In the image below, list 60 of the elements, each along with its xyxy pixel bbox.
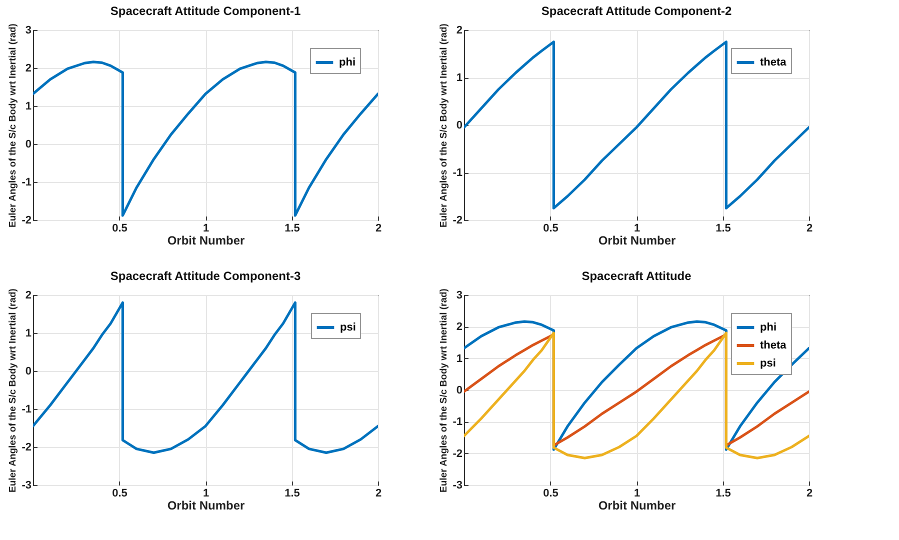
x-tick-label: 1: [634, 488, 640, 500]
y-tick-label: -2: [22, 214, 32, 226]
line-series: [464, 40, 809, 210]
x-tick-label: 2: [806, 488, 813, 500]
y-tick-label: -2: [452, 214, 462, 226]
legend-label: phi: [339, 56, 356, 68]
y-axis-title: Euler Angles of the S/c Body wrt Inertial (rad): [438, 288, 450, 492]
legend-label: psi: [760, 358, 776, 370]
y-tick-label: 3: [25, 24, 32, 36]
legend-label: theta: [760, 340, 788, 352]
line-series: [33, 301, 378, 454]
y-tick-label: 0: [456, 384, 462, 396]
x-tick-label: 0.5: [543, 488, 558, 500]
y-axis-title: Euler Angles of the S/c Body wrt Inertial (rad): [8, 288, 19, 492]
y-tick-label: 2: [456, 321, 462, 334]
legend-label: phi: [760, 322, 776, 334]
x-tick-label: 1.5: [284, 222, 300, 234]
chart-title: Spacecraft Attitude Component-3: [110, 268, 301, 283]
x-tick-label: 0.5: [112, 488, 128, 500]
y-tick-label: 1: [456, 72, 462, 84]
y-tick-label: 1: [25, 328, 32, 340]
y-tick-label: -3: [22, 480, 32, 492]
x-tick-label: 2: [375, 222, 382, 234]
x-tick-label: 1.5: [284, 488, 300, 500]
x-tick-label: 2: [375, 488, 382, 500]
y-tick-label: -1: [452, 167, 462, 179]
y-tick-label: 2: [456, 24, 462, 36]
legend-label: theta: [760, 56, 788, 68]
y-tick-label: 3: [456, 290, 462, 302]
x-axis-title: Orbit Number: [598, 498, 676, 512]
y-tick-label: 1: [456, 352, 462, 365]
y-tick-label: -2: [22, 442, 32, 454]
x-tick-label: 2: [806, 222, 813, 234]
x-tick-label: 1: [202, 488, 210, 500]
y-tick-label: 2: [25, 290, 32, 302]
y-tick-label: 0: [25, 138, 32, 150]
y-tick-label: -3: [452, 480, 462, 492]
y-tick-label: 0: [456, 120, 462, 132]
x-axis-title: Orbit Number: [598, 234, 676, 248]
chart-title: Spacecraft Attitude Component-2: [541, 4, 732, 18]
y-tick-label: -2: [452, 448, 462, 460]
x-tick-label: 1.5: [716, 488, 731, 500]
chart-title: Spacecraft Attitude: [582, 268, 692, 283]
chart-title: Spacecraft Attitude Component-1: [110, 4, 301, 18]
x-axis-title: Orbit Number: [167, 498, 245, 512]
y-tick-label: 1: [25, 100, 32, 112]
y-tick-label: -1: [452, 416, 462, 428]
x-tick-label: 1: [202, 222, 210, 234]
x-tick-label: 0.5: [112, 222, 128, 234]
y-axis-title: Euler Angles of the S/c Body wrt Inertial (rad): [438, 24, 450, 228]
y-tick-label: -1: [22, 404, 32, 416]
x-tick-label: 1.5: [716, 222, 731, 234]
legend-label: psi: [340, 322, 356, 334]
y-tick-label: -1: [22, 176, 32, 188]
y-axis-title: Euler Angles of the S/c Body wrt Inertial (rad): [8, 24, 19, 228]
x-axis-title: Orbit Number: [167, 234, 245, 248]
x-tick-label: 1: [634, 222, 640, 234]
y-tick-label: 0: [25, 366, 32, 378]
y-tick-label: 2: [25, 62, 32, 74]
x-tick-label: 0.5: [543, 222, 558, 234]
